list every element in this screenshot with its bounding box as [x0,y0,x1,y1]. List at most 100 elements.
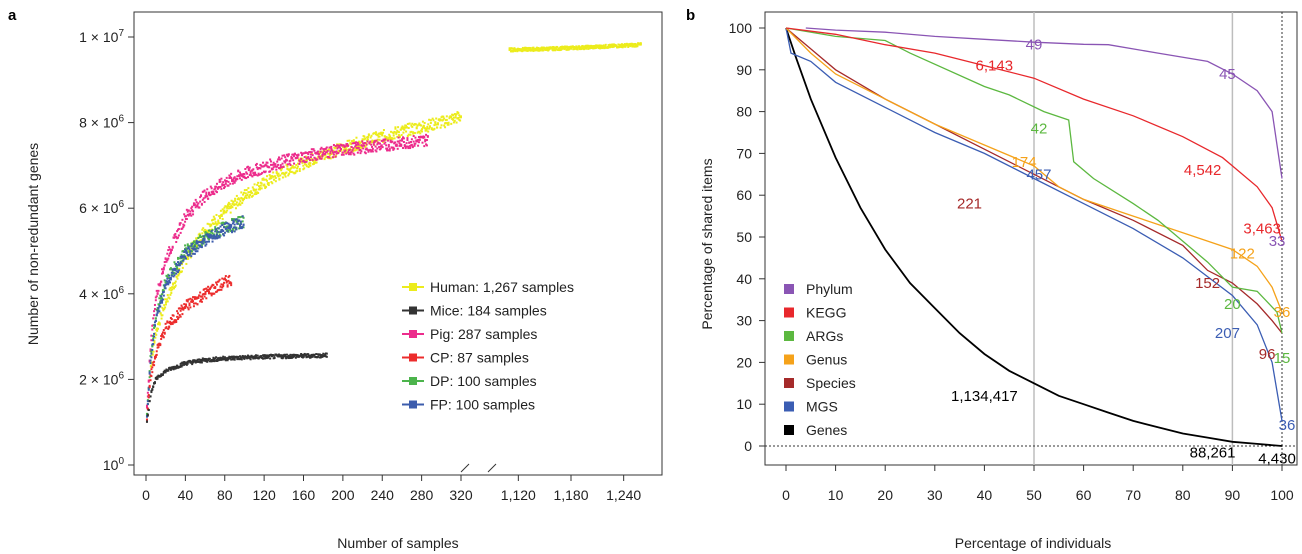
data-point [212,222,215,225]
data-point [231,228,234,231]
data-point [200,235,203,238]
data-point [222,229,225,232]
data-point [270,177,273,180]
series-mice [145,352,328,423]
data-point [223,226,226,229]
data-point [532,46,535,49]
data-point [257,191,260,194]
data-point [237,203,240,206]
data-point [270,163,273,166]
data-point [370,134,373,137]
data-point [230,224,233,227]
data-point [200,300,203,303]
data-point [256,174,259,177]
data-point [232,200,235,203]
data-point [302,159,305,162]
data-point [214,226,217,229]
data-point [401,125,404,128]
data-point [157,346,160,349]
data-point [255,193,258,196]
data-point [243,357,246,360]
data-point [156,311,159,314]
data-point [381,146,384,149]
data-point [228,174,231,177]
data-point [219,225,222,228]
data-point [169,368,172,371]
legend-swatch [784,284,794,294]
data-point [250,190,253,193]
data-point [328,156,331,159]
data-point [354,147,357,150]
data-point [417,138,420,141]
data-point [163,331,166,334]
data-point [230,199,233,202]
data-point [594,46,597,49]
data-point [447,121,450,124]
data-point [176,230,179,233]
data-point [194,250,197,253]
data-point [254,191,257,194]
data-point [337,151,340,154]
data-point [233,181,236,184]
data-point [174,269,177,272]
data-point [573,48,576,51]
data-point [208,233,211,236]
data-point [200,298,203,301]
data-point [149,395,152,398]
data-point [320,157,323,160]
data-point [161,272,164,275]
data-point [191,205,194,208]
data-point [602,44,605,47]
data-point [300,160,303,163]
data-point [376,143,379,146]
data-point [152,339,155,342]
data-point [161,373,164,376]
data-point [146,403,149,406]
data-point [298,170,301,173]
data-point [319,150,322,153]
data-point [232,220,235,223]
data-point [162,290,165,293]
data-point [202,293,205,296]
data-point [380,144,383,147]
data-point [332,156,335,159]
data-point [150,368,153,371]
data-point [229,228,232,231]
data-point [402,131,405,134]
data-point [356,141,359,144]
data-point [304,151,307,154]
data-point [392,148,395,151]
data-point [409,140,412,143]
data-point [178,223,181,226]
data-point [155,333,158,336]
data-point [228,177,231,180]
data-point [280,157,283,160]
data-point [240,358,243,361]
data-point [267,356,270,359]
data-point [306,151,309,154]
data-point [228,205,231,208]
data-point [231,356,234,359]
panel-a-xtick-label: 0 [142,487,150,503]
data-point [339,149,342,152]
data-point [239,200,242,203]
data-point [307,353,310,356]
data-point [183,254,186,257]
data-point [193,296,196,299]
data-point [402,141,405,144]
data-point [192,252,195,255]
data-point [168,297,171,300]
data-point [378,135,381,138]
panel-b-xlabel: Percentage of individuals [955,535,1111,551]
data-point [159,305,162,308]
data-point [218,222,221,225]
data-point [203,288,206,291]
data-point [250,191,253,194]
panel-a-xtick-label: 80 [217,487,233,503]
data-point [389,135,392,138]
data-point [182,362,185,365]
data-point [220,288,223,291]
data-point [190,207,193,210]
data-point [230,204,233,207]
data-point [292,159,295,162]
